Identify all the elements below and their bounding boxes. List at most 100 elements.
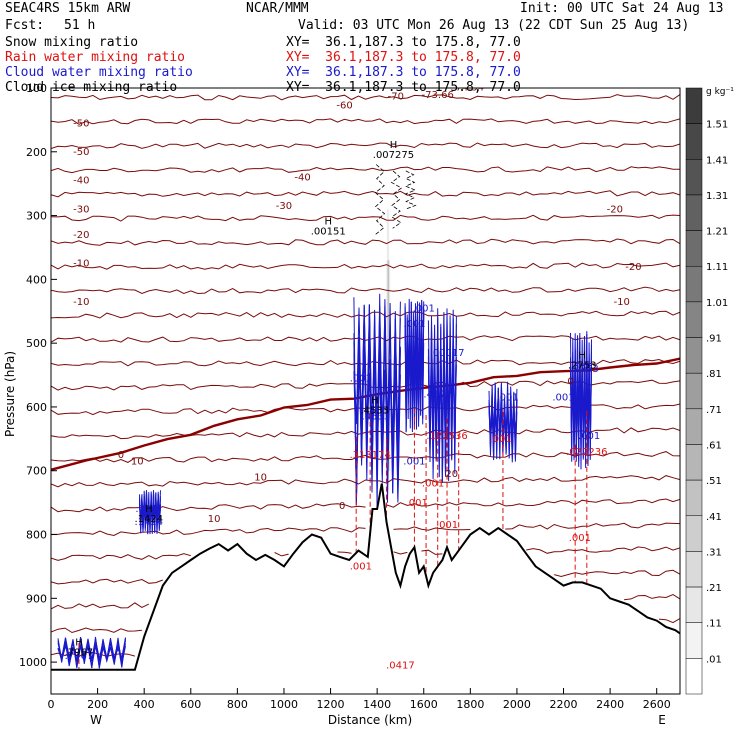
colorbar-label: .21 — [706, 583, 722, 594]
colorbar-swatch — [685, 658, 703, 695]
isotherm-line — [51, 310, 680, 319]
rain-water-label: .0417 — [386, 660, 415, 671]
colorbar-label: 1.01 — [706, 298, 728, 309]
y-axis-label: Pressure (hPa) — [3, 351, 17, 437]
cloud-contour-line — [570, 332, 592, 467]
rain-water-labels: .001 .001 .001 .001 .001 .001 .313174 .122536 .0… — [349, 431, 607, 672]
extremum-h-marker: H — [145, 504, 153, 515]
y-tick-label: 600 — [26, 401, 47, 414]
isotherm-label: -20 — [73, 230, 89, 241]
extremum-h-marker: H — [75, 638, 83, 649]
x-tick-label: 600 — [180, 698, 201, 711]
colorbar-swatch — [685, 230, 703, 267]
x-tick-label: 2000 — [503, 698, 531, 711]
x-tick-label: 2600 — [643, 698, 671, 711]
legend-snow: Snow mixing ratio — [5, 35, 139, 50]
ice-plume — [385, 209, 392, 471]
x-tick-label: 1200 — [317, 698, 345, 711]
colorbar-swatch — [685, 87, 703, 124]
isotherm-label: -10 — [614, 297, 630, 308]
cloud-ice-contours — [374, 164, 417, 236]
ice-contour-line — [390, 170, 403, 229]
model-title: SEAC4RS 15km ARW — [5, 1, 131, 16]
isotherm-line — [51, 475, 680, 488]
colorbar-label: 1.11 — [706, 262, 728, 273]
isotherm-labels: -70 -73.66-74.54 -60 -50 -50 -40 -40 -30 -30 -20 -… — [73, 83, 641, 525]
y-tick-label: 700 — [26, 465, 47, 478]
cloud-water-label: .2753 — [570, 364, 599, 375]
extremum-value: .7967 — [65, 648, 94, 659]
cloud-water-labels: .001 .001 .001 .001 .001 .001 .001 .001 .1424 .45… — [65, 303, 601, 662]
isotherm-label: -70 — [388, 91, 404, 102]
extremum-h-marker: H — [324, 217, 332, 228]
colorbar-label: 1.31 — [706, 191, 728, 202]
cloud-water-label: .001 — [552, 393, 574, 404]
y-tick-label: 400 — [26, 273, 47, 286]
colorbar-label: .91 — [706, 334, 722, 345]
legend-cloud-water-xy: XY= 36.1,187.3 to 175.8, 77.0 — [286, 65, 521, 80]
cloud-contour-line — [353, 304, 401, 503]
cloud-contour-line — [404, 298, 425, 426]
colorbar-swatch — [685, 159, 703, 196]
forecast-label: Fcst: — [5, 18, 45, 33]
x-tick-label: 1800 — [456, 698, 484, 711]
x-end-label-east: E — [658, 713, 666, 727]
forecast-hours: 51 h — [64, 18, 96, 33]
rain-water-contours — [78, 408, 588, 670]
isotherm-label: -40 — [294, 172, 310, 183]
isotherm-line — [51, 335, 680, 343]
cloud-water-label: .1424 — [135, 517, 164, 528]
isotherm-label: 10 — [131, 456, 144, 467]
isotherm-line — [51, 214, 680, 222]
x-axis-label: Distance (km) — [328, 713, 412, 727]
isotherm-label: -50 — [73, 147, 89, 158]
colorbar-swatch — [685, 265, 703, 303]
isotherm-line — [51, 118, 680, 125]
rain-water-label: .122536 — [426, 431, 467, 442]
isotherm-line — [51, 94, 680, 101]
isotherm-label: 0 — [339, 501, 345, 512]
rain-water-label: .001 — [406, 498, 428, 509]
colorbar-swatch — [685, 551, 703, 588]
x-tick-label: 1400 — [363, 698, 391, 711]
isotherm-line — [51, 286, 680, 295]
cloud-water-label: .4533 — [362, 412, 391, 423]
isotherm-label: -30 — [73, 204, 89, 215]
rain-water-label: .022236 — [566, 447, 607, 458]
isotherm-label: -10 — [73, 297, 89, 308]
ice-contour-line — [374, 164, 386, 236]
x-tick-label: 0 — [48, 698, 55, 711]
cloud-water-label: .7967 — [65, 651, 94, 662]
extremum-value: .00151 — [311, 227, 346, 238]
isotherm-label: -40 — [73, 176, 89, 187]
colorbar-label: .61 — [706, 440, 722, 451]
colorbar-label: .41 — [706, 512, 722, 523]
isotherm-label: -74.54 — [452, 83, 484, 94]
rain-water-label: .001 — [569, 533, 591, 544]
rain-water-label: .001 — [436, 520, 458, 531]
x-tick-label: 800 — [227, 698, 248, 711]
y-tick-label: 900 — [26, 592, 47, 605]
valid-time: Valid: 03 UTC Mon 26 Aug 13 (22 CDT Sun … — [298, 18, 690, 33]
x-tick-label: 1600 — [410, 698, 438, 711]
cloud-water-label: .001 — [413, 303, 435, 314]
cloud-water-label: .001 — [578, 431, 600, 442]
init-time: Init: 00 UTC Sat 24 Aug 13 — [520, 1, 724, 16]
cloud-water-label: .001 — [496, 393, 518, 404]
rain-water-label: .313174 — [349, 450, 390, 461]
colorbar-swatch — [685, 444, 703, 481]
x-tick-label: 200 — [87, 698, 108, 711]
ice-plume-band — [385, 260, 392, 471]
x-end-label-west: W — [90, 713, 102, 727]
cloud-water-label: .001 — [350, 373, 372, 384]
isotherm-line — [51, 522, 680, 537]
colorbar-label: .11 — [706, 619, 722, 630]
isotherm-line — [51, 166, 680, 174]
colorbar-swatch — [685, 372, 703, 410]
colorbar-swatch — [685, 515, 703, 552]
cloud-contour-line — [427, 315, 457, 477]
isotherm-label: -73.66 — [422, 90, 454, 101]
y-tick-label: 500 — [26, 337, 47, 350]
